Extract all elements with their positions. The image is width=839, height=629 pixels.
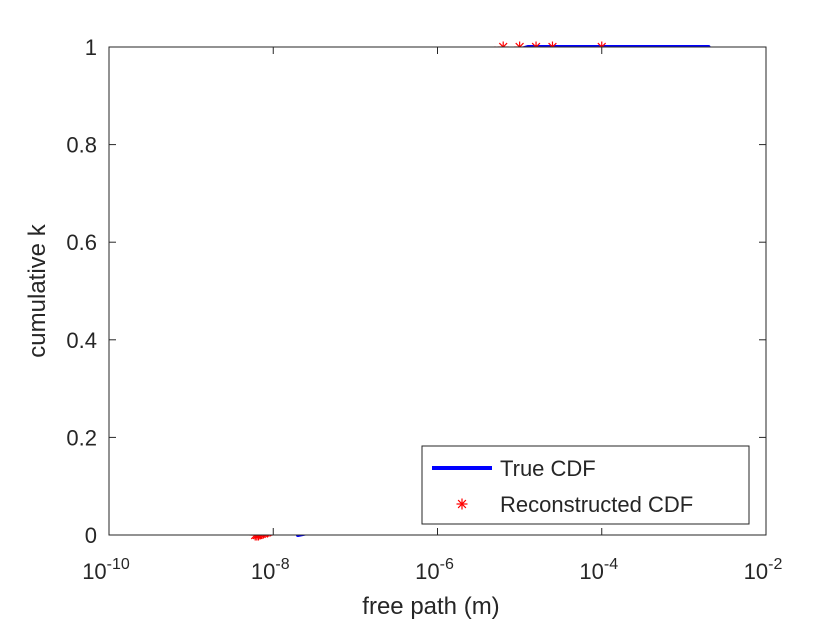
x-tick-label: 10-6 — [415, 556, 454, 584]
legend: True CDF Reconstructed CDF — [421, 445, 750, 525]
x-axis-label: free path (m) — [362, 593, 499, 620]
y-tick-label: 0.4 — [66, 328, 97, 353]
y-tick-label: 0.2 — [66, 425, 97, 450]
x-tick-label: 10-10 — [82, 556, 130, 584]
legend-label: Reconstructed CDF — [500, 492, 693, 517]
legend-label: True CDF — [500, 456, 596, 481]
x-tick-label: 10-2 — [744, 556, 783, 584]
x-tick-label: 10-4 — [579, 556, 618, 584]
y-tick-label: 0.6 — [66, 230, 97, 255]
legend-box — [421, 445, 750, 525]
y-tick-label: 0 — [85, 523, 97, 548]
y-tick-label: 0.8 — [66, 133, 97, 158]
x-tick-label: 10-8 — [251, 556, 290, 584]
legend-swatch-marker — [456, 498, 468, 510]
y-axis-label: cumulative k — [24, 223, 51, 357]
y-tick-label: 1 — [85, 35, 97, 60]
